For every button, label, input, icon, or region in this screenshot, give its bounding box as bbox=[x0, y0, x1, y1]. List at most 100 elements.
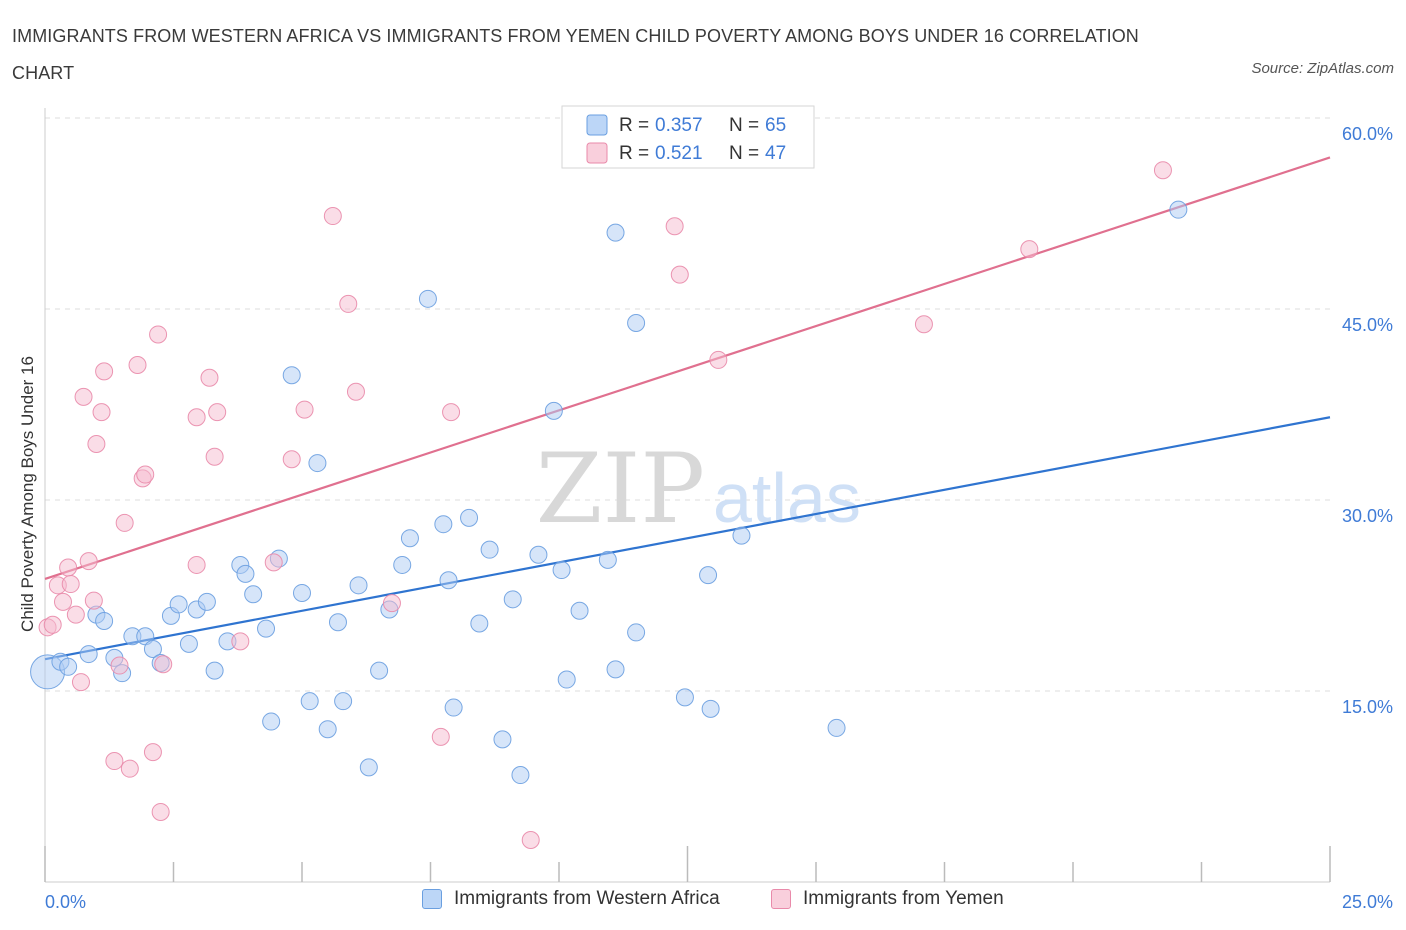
point-blue-3 bbox=[79, 645, 98, 664]
legend-label-western-africa: Immigrants from Western Africa bbox=[454, 888, 720, 909]
point-pink-32 bbox=[282, 450, 301, 469]
point-blue-14 bbox=[179, 634, 198, 653]
point-pink-24 bbox=[154, 655, 173, 674]
point-blue-51 bbox=[557, 670, 576, 689]
x-tick-label-1: 25.0% bbox=[1342, 892, 1393, 912]
stats-n-label-pink: N = bbox=[729, 143, 759, 164]
stats-r-value-blue: 0.357 bbox=[655, 115, 703, 136]
point-pink-13 bbox=[95, 362, 114, 381]
stats-swatch-blue bbox=[586, 114, 608, 136]
legend-item-western-africa[interactable]: Immigrants from Western Africa bbox=[422, 888, 720, 910]
point-pink-17 bbox=[120, 759, 139, 778]
stats-r-label-blue: R = bbox=[619, 115, 649, 136]
point-blue-30 bbox=[328, 613, 347, 632]
y-tick-label-2: 45.0% bbox=[1342, 315, 1393, 335]
point-blue-23 bbox=[262, 712, 281, 731]
point-pink-27 bbox=[200, 368, 219, 387]
point-blue-46 bbox=[503, 590, 522, 609]
point-blue-63 bbox=[1169, 200, 1188, 219]
trend-line-blue bbox=[44, 416, 1331, 661]
point-blue-47 bbox=[511, 766, 530, 785]
point-blue-5 bbox=[95, 611, 114, 630]
source-label: Source: ZipAtlas.com bbox=[1251, 60, 1394, 77]
point-pink-40 bbox=[521, 830, 540, 849]
point-blue-27 bbox=[300, 692, 319, 711]
point-blue-39 bbox=[434, 515, 453, 534]
legend-swatch-blue bbox=[422, 889, 442, 909]
point-pink-26 bbox=[187, 555, 206, 574]
point-pink-44 bbox=[914, 315, 933, 334]
bottom-legend: Immigrants from Western Africa Immigrant… bbox=[0, 888, 1406, 916]
y-tick-label-1: 30.0% bbox=[1342, 506, 1393, 526]
point-blue-56 bbox=[627, 314, 646, 333]
point-blue-60 bbox=[701, 699, 720, 718]
point-blue-26 bbox=[293, 583, 311, 602]
x-tick-label-0: 0.0% bbox=[45, 892, 86, 912]
point-blue-20 bbox=[236, 564, 255, 583]
y-axis-title-group: Child Poverty Among Boys Under 16 bbox=[18, 356, 37, 632]
point-pink-14 bbox=[105, 752, 124, 771]
watermark-atlas: atlas bbox=[713, 459, 861, 537]
point-pink-16 bbox=[115, 513, 134, 532]
point-pink-43 bbox=[709, 350, 728, 369]
stats-r-value-pink: 0.521 bbox=[655, 143, 703, 164]
point-blue-48 bbox=[529, 545, 548, 564]
y-tick-label-0: 15.0% bbox=[1342, 697, 1393, 717]
point-blue-2 bbox=[59, 657, 78, 676]
point-blue-10 bbox=[143, 639, 162, 658]
point-pink-6 bbox=[66, 605, 85, 624]
gridlines bbox=[45, 117, 1330, 692]
point-blue-29 bbox=[318, 720, 337, 739]
point-pink-46 bbox=[1153, 161, 1172, 180]
point-pink-35 bbox=[339, 294, 358, 313]
point-pink-25 bbox=[187, 408, 206, 427]
point-pink-29 bbox=[208, 403, 227, 422]
stats-n-value-pink: 47 bbox=[765, 143, 786, 164]
watermark-zip: ZIP bbox=[536, 433, 705, 545]
point-blue-54 bbox=[606, 223, 625, 242]
point-blue-25 bbox=[282, 366, 301, 385]
stats-n-label-blue: N = bbox=[729, 115, 759, 136]
point-pink-31 bbox=[264, 553, 283, 572]
point-blue-22 bbox=[257, 619, 276, 638]
chart-title: IMMIGRANTS FROM WESTERN AFRICA VS IMMIGR… bbox=[12, 26, 1139, 83]
point-pink-15 bbox=[110, 656, 129, 675]
point-pink-34 bbox=[323, 207, 342, 226]
y-tick-label-3: 60.0% bbox=[1342, 124, 1393, 144]
point-blue-49 bbox=[544, 401, 563, 420]
point-pink-33 bbox=[295, 400, 314, 419]
point-blue-38 bbox=[418, 289, 437, 308]
point-blue-42 bbox=[460, 508, 479, 527]
point-blue-61 bbox=[732, 526, 751, 545]
point-blue-59 bbox=[699, 566, 718, 585]
point-blue-37 bbox=[400, 529, 419, 548]
point-pink-37 bbox=[382, 594, 401, 613]
point-blue-55 bbox=[606, 660, 625, 679]
legend-item-yemen[interactable]: Immigrants from Yemen bbox=[771, 888, 1004, 910]
stats-n-value-blue: 65 bbox=[765, 115, 786, 136]
point-pink-42 bbox=[670, 265, 689, 284]
point-pink-38 bbox=[431, 727, 450, 746]
point-pink-39 bbox=[442, 403, 461, 422]
point-pink-10 bbox=[84, 591, 103, 610]
point-pink-23 bbox=[151, 802, 170, 821]
point-pink-36 bbox=[346, 382, 365, 401]
point-blue-43 bbox=[470, 614, 489, 633]
stats-r-label-pink: R = bbox=[619, 143, 649, 164]
point-blue-21 bbox=[244, 585, 263, 604]
point-blue-53 bbox=[598, 550, 617, 569]
point-pink-9 bbox=[79, 552, 98, 571]
point-pink-7 bbox=[71, 673, 90, 692]
point-pink-45 bbox=[1020, 240, 1039, 259]
point-pink-22 bbox=[149, 325, 168, 344]
point-pink-18 bbox=[128, 356, 147, 375]
point-blue-58 bbox=[675, 688, 694, 707]
point-blue-62 bbox=[827, 718, 846, 737]
point-pink-4 bbox=[59, 558, 78, 577]
point-pink-20 bbox=[136, 465, 155, 484]
trend-line-pink bbox=[44, 156, 1331, 580]
point-blue-34 bbox=[370, 661, 389, 680]
point-blue-52 bbox=[570, 601, 589, 620]
point-blue-31 bbox=[334, 692, 353, 711]
